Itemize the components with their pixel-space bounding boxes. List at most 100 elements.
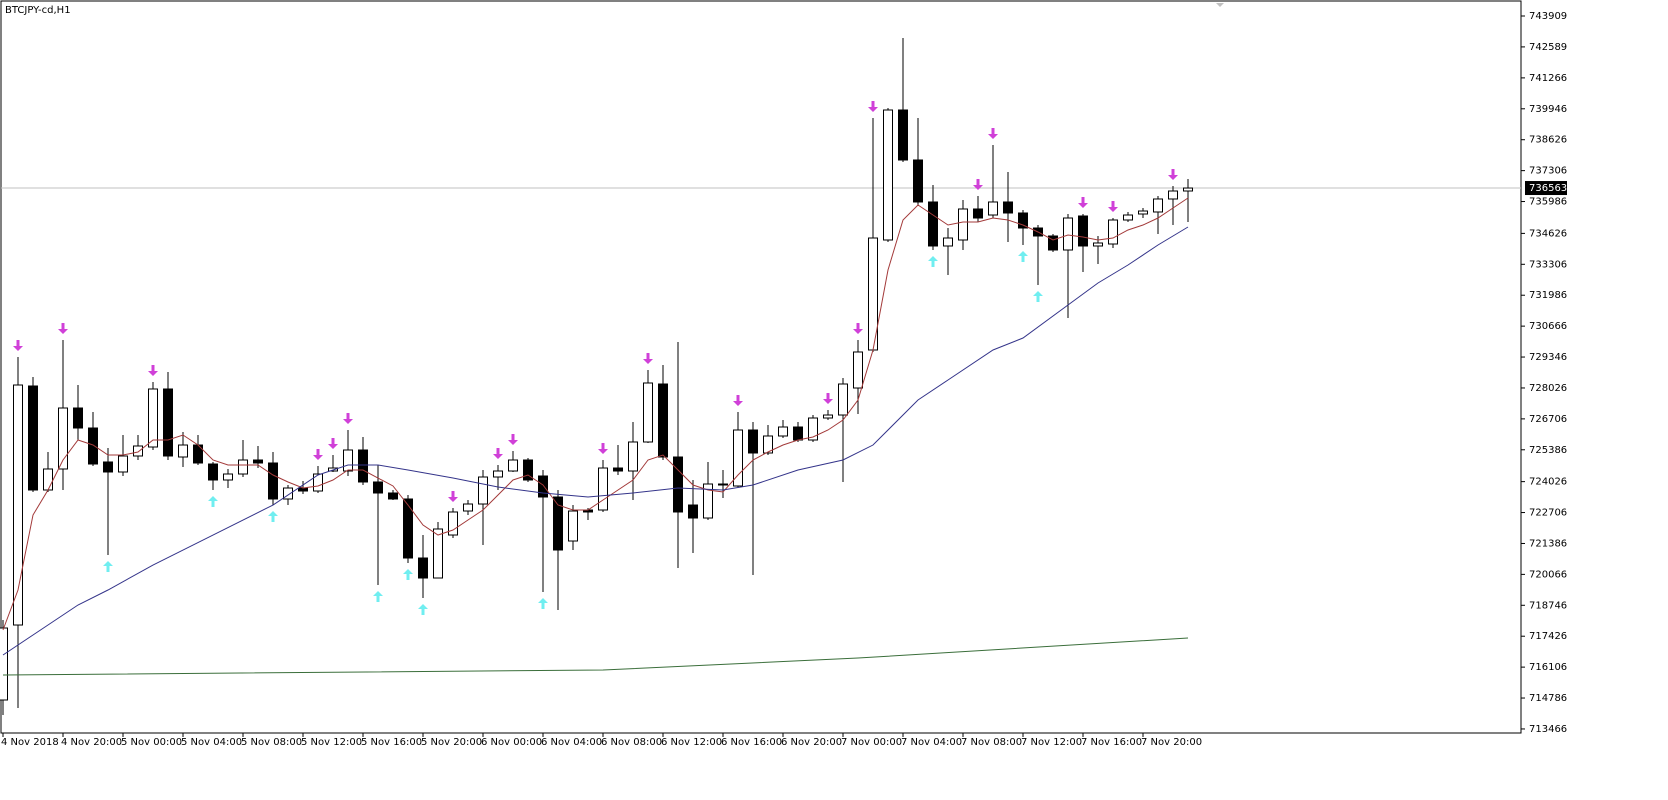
down-arrow: [868, 101, 878, 113]
up-arrow: [373, 591, 383, 603]
y-tick-label: 720066: [1529, 569, 1567, 580]
candle-body: [508, 459, 518, 472]
candle-body: [343, 449, 353, 472]
candle-body: [898, 109, 908, 161]
x-tick-label: 5 Nov 08:00: [241, 737, 302, 748]
candle-body: [283, 487, 293, 500]
candle-body: [448, 511, 458, 536]
y-tick-label: 737306: [1529, 166, 1567, 177]
candle-body: [973, 208, 983, 219]
candle-body: [268, 462, 278, 500]
down-arrow: [148, 364, 158, 376]
up-arrow: [538, 597, 548, 609]
down-arrow: [1078, 197, 1088, 209]
down-arrow: [598, 442, 608, 454]
down-arrow: [448, 491, 458, 503]
candle-body: [673, 456, 683, 513]
candle-body: [883, 109, 893, 241]
candle-body: [1123, 214, 1133, 221]
x-tick-label: 7 Nov 08:00: [961, 737, 1022, 748]
y-tick-label: 716106: [1529, 662, 1567, 673]
current-price-box: [1525, 181, 1567, 196]
x-tick-label: 5 Nov 04:00: [181, 737, 242, 748]
y-tick-label: 735986: [1529, 197, 1567, 208]
down-arrow: [643, 352, 653, 364]
candle-body: [643, 382, 653, 443]
candle-body: [568, 510, 578, 542]
down-arrow: [733, 394, 743, 406]
x-tick-label: 6 Nov 12:00: [661, 737, 722, 748]
candle-body: [1078, 215, 1088, 247]
y-tick-label: 717426: [1529, 631, 1567, 642]
candle-body: [988, 201, 998, 216]
current-price-label: 736563: [1529, 183, 1567, 194]
candle-body: [1108, 219, 1118, 245]
candle-body: [433, 528, 443, 579]
x-tick-label: 6 Nov 08:00: [601, 737, 662, 748]
candle-body: [688, 504, 698, 519]
y-tick-label: 722706: [1529, 508, 1567, 519]
candle-body: [388, 492, 398, 500]
candle-body: [1003, 201, 1013, 214]
candle-body: [0, 627, 8, 701]
candle-body: [208, 463, 218, 481]
y-tick-label: 739946: [1529, 104, 1567, 115]
candle-body: [1093, 242, 1103, 247]
candle-body: [703, 483, 713, 519]
candle-body: [478, 476, 488, 505]
y-tick-label: 718746: [1529, 600, 1567, 611]
candle-body: [1183, 187, 1193, 192]
x-tick-label: 7 Nov 04:00: [901, 737, 962, 748]
down-arrow: [58, 322, 68, 334]
down-arrow: [853, 322, 863, 334]
candle-body: [1153, 198, 1163, 213]
down-arrow: [343, 412, 353, 424]
candle-body: [358, 449, 368, 483]
down-arrow: [493, 448, 503, 460]
candle-body: [733, 429, 743, 487]
y-tick-label: 734626: [1529, 228, 1567, 239]
candle-body: [223, 473, 233, 481]
candle-body: [73, 407, 83, 429]
candle-body: [238, 459, 248, 475]
x-tick-label: 5 Nov 16:00: [361, 737, 422, 748]
x-tick-label: 7 Nov 20:00: [1141, 737, 1202, 748]
x-tick-label: 6 Nov 04:00: [541, 737, 602, 748]
up-arrow: [268, 511, 278, 523]
candle-body: [913, 159, 923, 203]
y-tick-label: 721386: [1529, 538, 1567, 549]
down-arrow: [1168, 168, 1178, 180]
candle-body: [253, 459, 263, 464]
candle-body: [793, 426, 803, 441]
y-tick-label: 728026: [1529, 383, 1567, 394]
candle-body: [178, 444, 188, 458]
candle-body: [1138, 210, 1148, 215]
candle-body: [118, 455, 128, 473]
candle-body: [1063, 217, 1073, 251]
up-arrow: [208, 495, 218, 507]
candle-body: [493, 470, 503, 478]
x-tick-label: 5 Nov 20:00: [421, 737, 482, 748]
candle-body: [943, 237, 953, 247]
candle-body: [418, 557, 428, 579]
candle-body: [718, 483, 728, 486]
candle-body: [313, 473, 323, 492]
candle-body: [598, 467, 608, 511]
x-tick-label: 4 Nov 20:00: [61, 737, 122, 748]
x-tick-label: 6 Nov 20:00: [781, 737, 842, 748]
candle-body: [103, 461, 113, 473]
candle-body: [628, 441, 638, 472]
y-tick-label: 729346: [1529, 352, 1567, 363]
y-tick-label: 713466: [1529, 724, 1567, 735]
candle-body: [808, 417, 818, 441]
candle-body: [538, 475, 548, 498]
candle-body: [553, 496, 563, 551]
y-tick-label: 714786: [1529, 693, 1567, 704]
up-arrow: [403, 568, 413, 580]
candle-body: [88, 427, 98, 465]
y-tick-label: 741266: [1529, 73, 1567, 84]
down-arrow: [328, 438, 338, 450]
moving-average-line: [2, 637, 1189, 676]
